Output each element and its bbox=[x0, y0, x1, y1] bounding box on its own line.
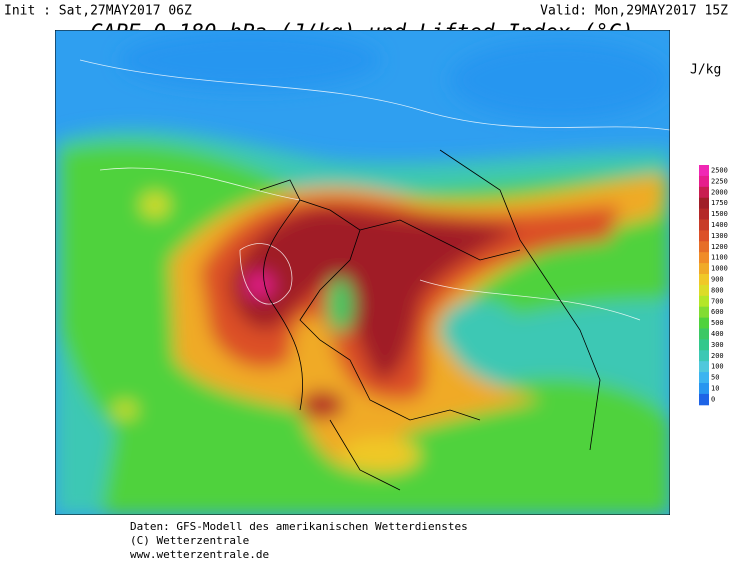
colorbar-swatch bbox=[699, 295, 709, 308]
colorbar-label: 2250 bbox=[711, 177, 728, 185]
colorbar-label: 1100 bbox=[711, 254, 728, 262]
legend-unit: J/kg bbox=[690, 63, 721, 78]
valid-time: Valid: Mon,29MAY2017 15Z bbox=[540, 4, 728, 19]
colorbar-swatch bbox=[699, 186, 709, 199]
colorbar-label: 300 bbox=[711, 341, 724, 349]
colorbar-label: 500 bbox=[711, 319, 724, 327]
colorbar: 2500225020001750150014001300120011001000… bbox=[699, 165, 728, 406]
colorbar-swatch bbox=[699, 372, 709, 384]
colorbar-swatch bbox=[699, 339, 709, 351]
colorbar-swatch bbox=[699, 165, 709, 177]
colorbar-label: 0 bbox=[711, 395, 715, 403]
colorbar-swatch bbox=[699, 361, 709, 373]
colorbar-label: 1000 bbox=[711, 265, 728, 273]
colorbar-label: 700 bbox=[711, 297, 724, 305]
colorbar-swatch bbox=[699, 252, 709, 264]
colorbar-label: 1500 bbox=[711, 210, 728, 218]
colorbar-swatch bbox=[699, 350, 709, 362]
colorbar-swatch bbox=[699, 284, 709, 297]
colorbar-swatch bbox=[699, 328, 709, 340]
colorbar-swatch bbox=[699, 263, 709, 275]
colorbar-label: 1750 bbox=[711, 199, 728, 207]
colorbar-swatch bbox=[699, 241, 709, 253]
init-time: Init : Sat,27MAY2017 06Z bbox=[4, 4, 192, 19]
colorbar-label: 2000 bbox=[711, 188, 728, 196]
colorbar-swatch bbox=[699, 317, 709, 329]
map-field bbox=[55, 30, 670, 515]
colorbar-swatch bbox=[699, 175, 709, 188]
colorbar-swatch bbox=[699, 208, 709, 220]
colorbar-label: 10 bbox=[711, 384, 719, 392]
colorbar-label: 400 bbox=[711, 330, 724, 338]
colorbar-swatch bbox=[699, 393, 709, 406]
footer-line: Daten: GFS-Modell des amerikanischen Wet… bbox=[130, 520, 468, 533]
colorbar-label: 800 bbox=[711, 286, 724, 294]
colorbar-swatch bbox=[699, 274, 709, 286]
colorbar-label: 50 bbox=[711, 374, 719, 382]
colorbar-swatch bbox=[699, 197, 709, 210]
footer-line: (C) Wetterzentrale bbox=[130, 534, 249, 547]
colorbar-label: 1300 bbox=[711, 232, 728, 240]
colorbar-label: 2500 bbox=[711, 166, 728, 174]
colorbar-label: 600 bbox=[711, 308, 724, 316]
colorbar-label: 1200 bbox=[711, 243, 728, 251]
colorbar-label: 1400 bbox=[711, 221, 728, 229]
colorbar-label: 900 bbox=[711, 275, 724, 283]
footer-line: www.wetterzentrale.de bbox=[130, 548, 269, 561]
colorbar-swatch bbox=[699, 306, 709, 319]
colorbar-label: 100 bbox=[711, 363, 724, 371]
colorbar-swatch bbox=[699, 230, 709, 242]
colorbar-swatch bbox=[699, 219, 709, 231]
colorbar-label: 200 bbox=[711, 352, 724, 360]
colorbar-swatch bbox=[699, 383, 709, 395]
